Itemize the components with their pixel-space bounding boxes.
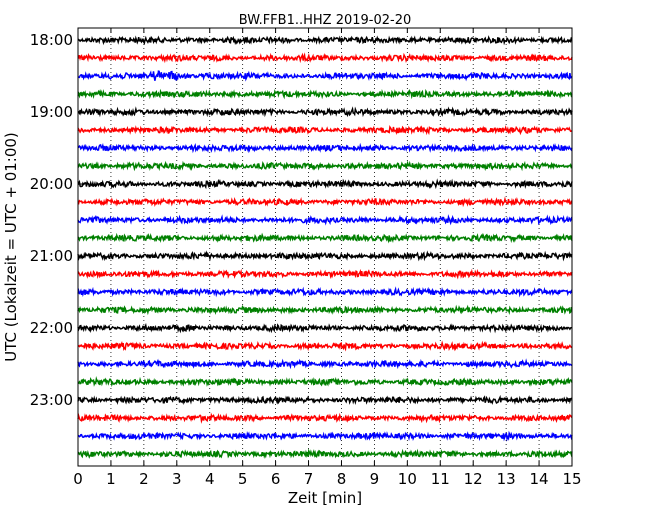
y-tick-label: 22:00	[30, 319, 73, 337]
axis-ticks: 0 1 2 3 4 5 6 7 8 9 10 11 12 13 14 1518:0019:0020:0021:…	[30, 28, 582, 488]
trace-1900	[77, 106, 573, 118]
x-tick-label: 10	[398, 470, 417, 488]
x-tick-label: 14	[530, 470, 549, 488]
trace-1845	[77, 88, 573, 100]
trace-2130	[77, 286, 573, 298]
x-tick-label: 12	[464, 470, 483, 488]
trace-2015	[77, 196, 573, 208]
x-tick-label: 1	[106, 470, 116, 488]
x-tick-label: 7	[304, 470, 314, 488]
chart-title: BW.FFB1..HHZ 2019-02-20	[239, 13, 412, 28]
trace-2200	[77, 322, 573, 334]
y-tick-label: 19:00	[30, 103, 73, 121]
trace-2045	[77, 232, 573, 244]
trace-2245	[77, 376, 573, 388]
trace-2315	[77, 412, 573, 424]
trace-2000	[77, 178, 573, 190]
trace-2300	[77, 394, 573, 406]
x-tick-label: 11	[431, 470, 450, 488]
trace-2345	[77, 448, 573, 459]
x-tick-label: 0	[73, 470, 83, 488]
trace-1830	[77, 70, 573, 82]
plot-frame	[77, 27, 573, 467]
trace-2115	[77, 268, 573, 280]
trace-2145	[77, 304, 573, 316]
x-tick-label: 15	[562, 470, 581, 488]
trace-1915	[77, 124, 573, 136]
x-tick-label: 8	[337, 470, 347, 488]
trace-2230	[77, 358, 573, 370]
y-axis-label: UTC (Lokalzeit = UTC + 01:00)	[2, 132, 20, 362]
trace-1945	[77, 160, 573, 172]
x-tick-label: 9	[370, 470, 380, 488]
trace-1815	[77, 52, 573, 64]
y-tick-label: 20:00	[30, 175, 73, 193]
x-tick-label: 6	[271, 470, 281, 488]
x-tick-label: 2	[139, 470, 149, 488]
trace-2215	[77, 340, 573, 352]
trace-1930	[77, 142, 573, 154]
y-tick-label: 21:00	[30, 247, 73, 265]
y-tick-label: 23:00	[30, 391, 73, 409]
x-tick-label: 13	[497, 470, 516, 488]
trace-2330	[77, 430, 573, 442]
seismic-traces	[77, 35, 573, 459]
x-tick-label: 4	[205, 470, 215, 488]
trace-1800	[77, 35, 573, 46]
x-axis-label: Zeit [min]	[288, 489, 362, 507]
y-tick-label: 18:00	[30, 31, 73, 49]
trace-2100	[77, 250, 573, 262]
x-tick-label: 5	[238, 470, 248, 488]
trace-2030	[77, 214, 573, 226]
x-tick-label: 3	[172, 470, 182, 488]
